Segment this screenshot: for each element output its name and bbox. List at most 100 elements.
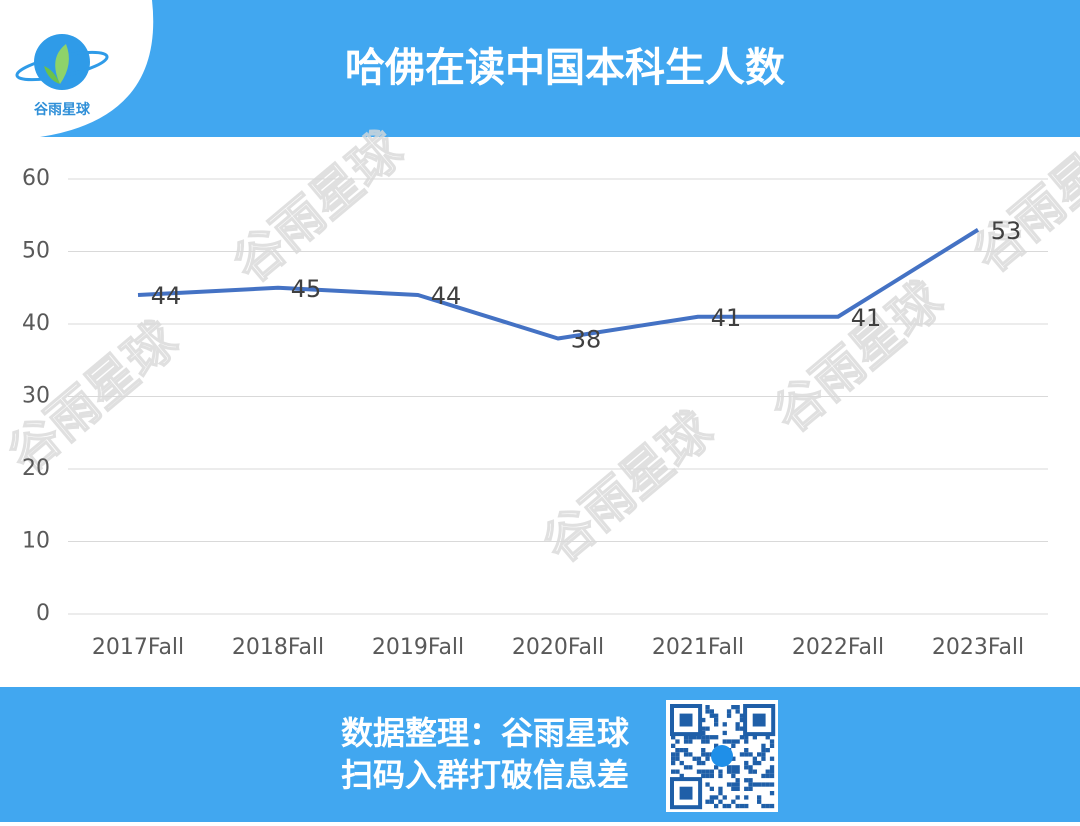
data-label: 41: [851, 304, 882, 332]
logo-leaf: [55, 44, 69, 84]
qr-cell: [688, 739, 693, 744]
qr-cell: [709, 786, 714, 791]
qr-finder: [752, 713, 766, 727]
qr-cell: [709, 735, 714, 740]
qr-cell: [722, 730, 727, 736]
qr-cell: [705, 769, 710, 774]
qr-cell: [714, 722, 719, 727]
x-tick-label: 2022Fall: [792, 635, 884, 660]
qr-cell: [701, 752, 706, 757]
qr-cell: [739, 713, 745, 718]
qr-cell: [769, 756, 775, 761]
qr-cell: [731, 769, 736, 774]
qr-cell: [718, 786, 723, 791]
qr-cell: [671, 756, 676, 761]
qr-cell: [757, 782, 762, 787]
qr-cell: [671, 743, 676, 748]
x-tick-label: 2019Fall: [372, 635, 464, 660]
qr-cell: [705, 773, 710, 779]
qr-cell: [671, 760, 676, 766]
qr-cell: [748, 769, 753, 774]
qr-cell: [748, 765, 753, 770]
qr-cell: [714, 765, 719, 770]
qr-cell: [726, 765, 732, 770]
qr-cell: [709, 799, 714, 804]
qr-cell: [696, 735, 702, 740]
qr-cell: [709, 769, 714, 774]
qr-cell: [744, 778, 749, 783]
qr-cell: [765, 748, 770, 753]
x-tick-label: 2023Fall: [932, 635, 1024, 660]
qr-cell: [683, 739, 689, 744]
qr-cell: [718, 773, 723, 779]
data-label: 45: [291, 275, 322, 303]
x-tick-label: 2017Fall: [92, 635, 184, 660]
qr-cell: [714, 795, 719, 800]
qr-cell: [731, 773, 736, 779]
qr-cell: [757, 799, 762, 804]
qr-cell: [722, 803, 727, 809]
qr-cell: [688, 765, 693, 770]
y-tick-label: 20: [22, 456, 50, 481]
qr-cell: [769, 769, 775, 774]
qr-cell: [748, 786, 753, 791]
qr-cell: [739, 735, 745, 740]
qr-cell: [714, 717, 719, 723]
qr-cell: [765, 782, 770, 787]
data-label: 53: [991, 217, 1022, 245]
qr-cell: [714, 713, 719, 718]
qr-cell: [696, 769, 702, 774]
qr-cell: [726, 782, 732, 787]
qr-cell: [735, 765, 740, 770]
qr-cell: [679, 773, 684, 779]
qr-cell: [696, 760, 702, 766]
qr-cell: [761, 756, 766, 761]
qr-cell: [731, 799, 736, 804]
qr-cell: [722, 722, 727, 727]
qr-cell: [761, 752, 766, 757]
qr-cell: [735, 786, 740, 791]
qr-cell: [701, 769, 706, 774]
qr-cell: [761, 803, 766, 809]
qr-cell: [701, 773, 706, 779]
qr-cell: [709, 795, 714, 800]
x-tick-label: 2020Fall: [512, 635, 604, 660]
qr-cell: [735, 709, 740, 714]
qr-cell: [739, 803, 745, 809]
qr-cell: [726, 709, 732, 714]
qr-cell: [671, 752, 676, 757]
qr-cell: [731, 765, 736, 770]
qr-cell: [757, 760, 762, 766]
qr-cell: [692, 756, 697, 761]
qr-cell: [744, 786, 749, 791]
qr-cell: [752, 735, 757, 740]
qr-finder: [670, 777, 703, 810]
qr-cell: [671, 769, 676, 774]
qr-cell: [735, 705, 740, 710]
qr-cell: [709, 773, 714, 779]
qr-cell: [679, 760, 684, 766]
qr-cell: [735, 726, 740, 731]
data-label: 44: [151, 282, 182, 310]
qr-cell: [675, 756, 680, 761]
title: 哈佛在读中国本科生人数: [345, 45, 785, 91]
qr-cell: [705, 735, 710, 740]
qr-cell: [701, 739, 706, 744]
qr-cell: [748, 752, 753, 757]
qr-cell: [679, 748, 684, 753]
qr-cell: [769, 782, 775, 787]
qr-finder: [670, 704, 703, 737]
qr-cell: [735, 739, 740, 744]
qr-cell: [718, 769, 723, 774]
qr-cell: [675, 752, 680, 757]
qr-cell: [739, 717, 745, 723]
qr-cell: [701, 726, 706, 731]
qr-finder: [679, 786, 693, 800]
qr-cell: [726, 803, 732, 809]
x-tick-label: 2021Fall: [652, 635, 744, 660]
qr-cell: [688, 735, 693, 740]
qr-cell: [705, 782, 710, 787]
qr-cell: [705, 705, 710, 710]
qr-cell: [705, 709, 710, 714]
